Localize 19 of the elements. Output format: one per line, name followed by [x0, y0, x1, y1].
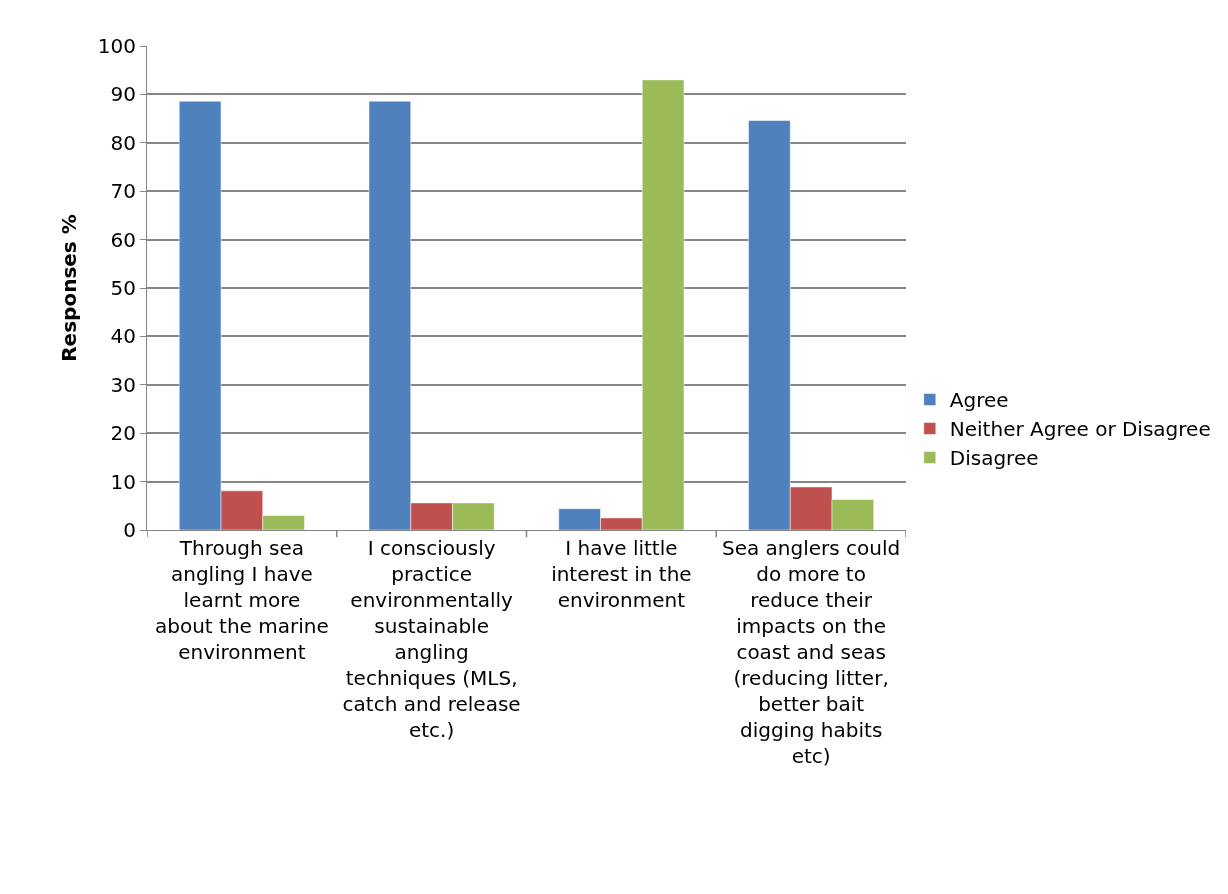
y-tick-label: 70 [110, 179, 136, 204]
legend-label: Disagree [949, 446, 1039, 471]
y-tick-label: 80 [110, 130, 136, 155]
y-axis-title: Responses % [57, 214, 82, 362]
legend-label: Neither Agree or Disagree [949, 417, 1211, 442]
y-tick-label: 60 [110, 227, 136, 252]
legend-label: Agree [949, 388, 1009, 413]
y-tick-label: 0 [123, 518, 136, 542]
x-tick-label: Through sea angling I have learnt more about the marine environment [155, 536, 329, 664]
x-tick-label: I have little interest in the environment [551, 536, 692, 612]
y-tick-label: 90 [110, 82, 136, 107]
category-label: Sea anglers could do more to reduce their impacts on the coast and seas (reducing litter, better bait digging habits etc) [722, 536, 901, 768]
y-tick-label: 40 [110, 324, 136, 349]
x-tick-label: I consciously practice environmentally sustainable angling techniques (MLS, catch and release etc.) [342, 536, 521, 742]
y-tick-label: 50 [110, 276, 136, 300]
y-tick-label: 20 [110, 421, 136, 446]
y-tick-label: 10 [110, 469, 136, 494]
y-tick-label: 30 [110, 372, 136, 397]
y-tick-label: 100 [97, 34, 136, 58]
